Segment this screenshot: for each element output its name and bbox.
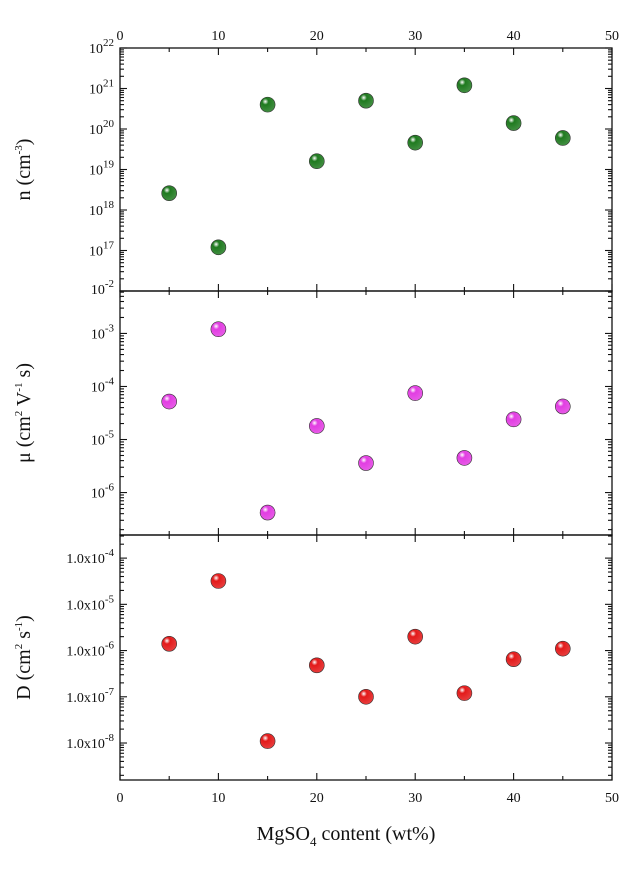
data-point-D	[505, 651, 522, 668]
data-point-n	[358, 92, 374, 109]
y-tick-label: 10-2	[91, 278, 114, 298]
data-point-mu	[161, 393, 177, 410]
data-point-n	[210, 239, 227, 256]
x-axis-title-text: MgSO4 content (wt%)	[257, 823, 436, 849]
data-point-n	[456, 77, 473, 94]
data-point-mu	[210, 321, 227, 338]
x-tick-label: 10	[211, 791, 225, 806]
data-point-mu	[407, 385, 424, 401]
data-point-D	[308, 657, 325, 674]
x-tick-label-top: 50	[605, 29, 619, 44]
y-tick-label: 1019	[89, 159, 115, 179]
data-point-n	[554, 130, 571, 146]
data-point-mu	[554, 398, 571, 415]
y-tick-label: 1.0x10-6	[66, 640, 114, 660]
data-point-D	[259, 733, 276, 749]
y-tick-label: 1.0x10-5	[66, 593, 114, 613]
y-tick-label: 1.0x10-7	[66, 686, 114, 706]
y-tick-label: 10-4	[91, 375, 115, 395]
x-tick-label: 20	[310, 791, 324, 806]
data-point-mu	[259, 504, 276, 521]
data-point-D	[407, 628, 424, 645]
y-tick-label: 10-5	[91, 429, 115, 449]
x-axis-title: MgSO4 content (wt%)	[257, 823, 436, 849]
data-point-n	[505, 115, 522, 131]
data-point-mu	[505, 411, 522, 428]
y-tick-label: 10-3	[91, 322, 115, 342]
y-tick-label: 10-6	[91, 482, 115, 502]
data-point-mu	[456, 450, 473, 466]
y-axis-title: n (cm-3)	[13, 139, 35, 201]
x-tick-label: 50	[605, 791, 619, 806]
data-point-n	[308, 153, 325, 170]
data-point-D	[358, 688, 374, 705]
x-tick-label-top: 30	[408, 29, 422, 44]
panel-mu: 10-3 10-4 10-5 10-6 μ (cm2 V-1 s)	[13, 290, 613, 536]
data-point-n	[259, 96, 276, 113]
y-axis-title: D (cm2 s-1)	[13, 615, 35, 700]
x-tick-label: 40	[507, 791, 521, 806]
plot-frame	[119, 290, 613, 536]
y-tick-label: 1022	[89, 37, 114, 57]
data-point-mu	[308, 418, 325, 434]
plot-frame	[119, 534, 613, 781]
y-tick-label: 1.0x10-4	[66, 547, 114, 567]
panel-D: 1.0x10-4 1.0x10-5 1.0x10-6 1.0x10-7 1.0x10-8…	[13, 534, 613, 781]
x-tick-label: 0	[117, 791, 124, 806]
x-tick-label-top: 0	[117, 29, 124, 44]
y-tick-label: 1017	[89, 240, 115, 260]
x-tick-label-top: 40	[507, 29, 521, 44]
x-tick-label: 30	[408, 791, 422, 806]
data-point-n	[407, 134, 424, 151]
data-point-n	[161, 185, 177, 201]
y-tick-label: 1018	[89, 199, 115, 219]
x-tick-label-top: 20	[310, 29, 324, 44]
data-point-D	[456, 685, 473, 701]
data-point-D	[554, 640, 571, 657]
data-point-mu	[358, 455, 374, 471]
y-tick-label: 1020	[89, 118, 115, 138]
panel-n: 1017 1018 1019 1020 1021 1022 10-2 n (cm-3)	[13, 37, 613, 298]
x-tick-label-top: 10	[211, 29, 225, 44]
y-tick-label: 1021	[89, 78, 114, 98]
data-point-D	[210, 573, 227, 589]
data-point-D	[161, 636, 177, 652]
plot-frame	[119, 47, 613, 292]
y-tick-label: 1.0x10-8	[66, 732, 114, 752]
y-axis-title: μ (cm2 V-1 s)	[13, 363, 35, 463]
